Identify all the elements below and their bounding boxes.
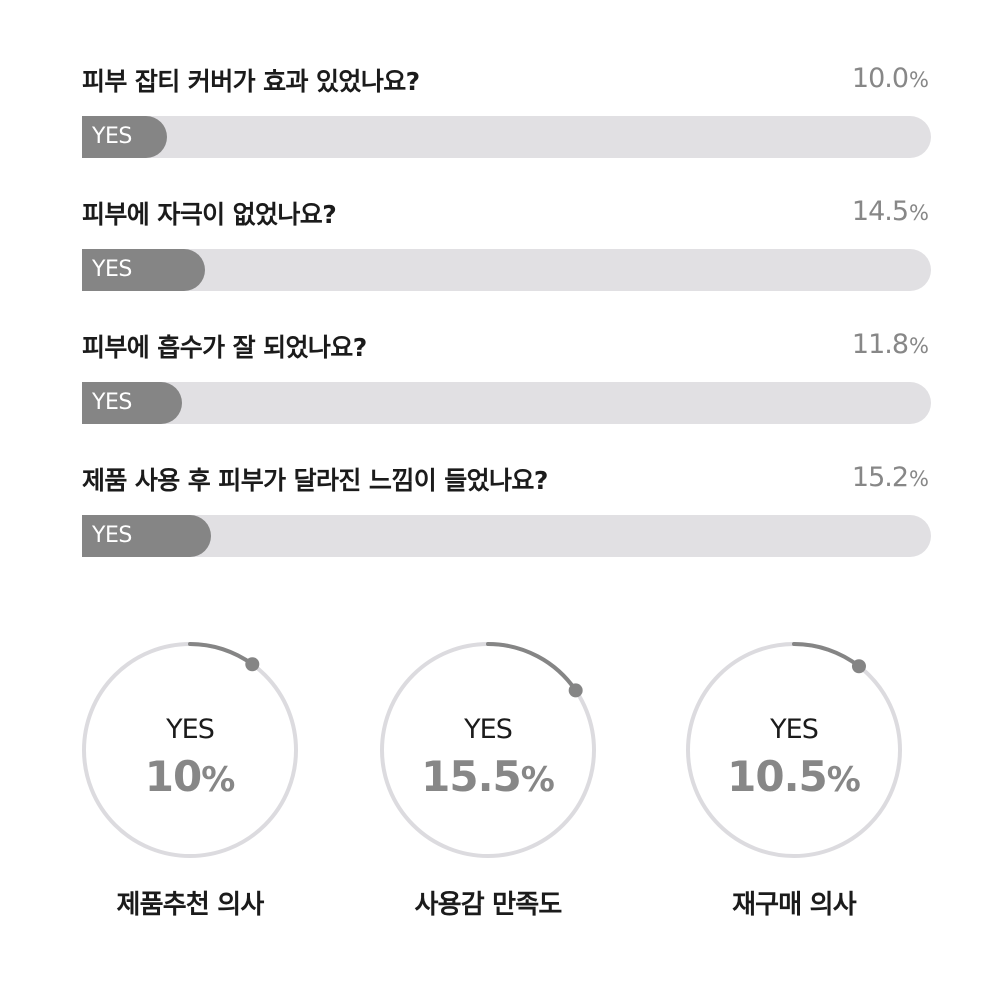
bar-fill <box>82 515 212 557</box>
percent-unit: % <box>909 467 929 491</box>
donut-repurchase: YES 10.5% 재구매 의사 <box>684 640 924 940</box>
bar-track: YES <box>82 382 931 424</box>
donut-center-label: YES <box>166 714 215 745</box>
bar-label-yes: YES <box>92 257 132 282</box>
question-title: 피부에 흡수가 잘 되었나요? <box>82 333 367 362</box>
donut-value-number: 10.5 <box>727 752 828 801</box>
question-percent: 14.5% <box>852 196 929 227</box>
survey-question: 피부 잡티 커버가 효과 있었나요? 10.0% YES <box>82 60 931 193</box>
donut-value-number: 10 <box>144 752 202 801</box>
donut-value-unit: % <box>201 760 236 800</box>
question-title: 피부 잡티 커버가 효과 있었나요? <box>82 67 420 96</box>
survey-question: 제품 사용 후 피부가 달라진 느낌이 들었나요? 15.2% YES <box>82 459 931 592</box>
donut-ring <box>686 642 902 858</box>
donut-center-label: YES <box>770 714 819 745</box>
donut-graphic <box>380 642 596 858</box>
donut-value-unit: % <box>520 760 555 800</box>
question-percent: 11.8% <box>852 329 929 360</box>
donut-value: 15.5% <box>378 752 598 801</box>
donut-ring <box>82 642 298 858</box>
donut-value: 10% <box>80 752 300 801</box>
donut-center-label: YES <box>464 714 513 745</box>
question-title: 제품 사용 후 피부가 달라진 느낌이 들었나요? <box>82 466 548 495</box>
bar-fill <box>82 116 167 158</box>
percent-value: 14.5 <box>851 196 909 227</box>
question-percent: 10.0% <box>852 63 929 94</box>
donut-arc <box>188 642 255 667</box>
survey-question: 피부에 자극이 없었나요? 14.5% YES <box>82 193 931 326</box>
question-percent: 15.2% <box>852 462 929 493</box>
percent-value: 15.2 <box>851 462 909 493</box>
donut-value-unit: % <box>826 760 861 800</box>
bar-label-yes: YES <box>92 390 132 415</box>
donut-caption: 제품추천 의사 <box>116 890 265 920</box>
donut-arc-end-dot <box>245 657 260 672</box>
donut-arc <box>792 642 861 669</box>
bar-track: YES <box>82 116 931 158</box>
donut-arc-end-dot <box>568 683 583 698</box>
percent-unit: % <box>909 201 929 225</box>
donut-satisfaction: YES 15.5% 사용감 만족도 <box>378 640 618 940</box>
donut-caption: 사용감 만족도 <box>414 890 563 920</box>
percent-unit: % <box>909 334 929 358</box>
percent-value: 11.8 <box>851 329 909 360</box>
survey-bar-chart: 피부 잡티 커버가 효과 있었나요? 10.0% YES 피부에 자극이 없었나… <box>82 60 931 592</box>
bar-label-yes: YES <box>92 523 132 548</box>
donut-value: 10.5% <box>684 752 904 801</box>
donut-value-number: 15.5 <box>421 752 522 801</box>
question-header: 피부 잡티 커버가 효과 있었나요? 10.0% <box>82 60 931 116</box>
survey-question: 피부에 흡수가 잘 되었나요? 11.8% YES <box>82 326 931 459</box>
question-title: 피부에 자극이 없었나요? <box>82 200 337 229</box>
donut-graphic <box>686 642 902 858</box>
donut-caption: 재구매 의사 <box>732 890 857 920</box>
donut-recommend: YES 10% 제품추천 의사 <box>80 640 320 940</box>
bar-label-yes: YES <box>92 124 132 149</box>
donut-arc <box>486 642 578 693</box>
question-header: 제품 사용 후 피부가 달라진 느낌이 들었나요? 15.2% <box>82 459 931 515</box>
bar-fill <box>82 249 206 291</box>
question-header: 피부에 흡수가 잘 되었나요? 11.8% <box>82 326 931 382</box>
question-header: 피부에 자극이 없었나요? 14.5% <box>82 193 931 249</box>
percent-value: 10.0 <box>851 63 909 94</box>
donut-arc-end-dot <box>851 659 866 674</box>
donut-charts: YES 10% 제품추천 의사 YES 15.5% 사용감 만족도 YES 10… <box>0 640 1000 940</box>
percent-unit: % <box>909 68 929 92</box>
bar-track: YES <box>82 249 931 291</box>
bar-track: YES <box>82 515 931 557</box>
bar-fill <box>82 382 183 424</box>
donut-graphic <box>82 642 298 858</box>
